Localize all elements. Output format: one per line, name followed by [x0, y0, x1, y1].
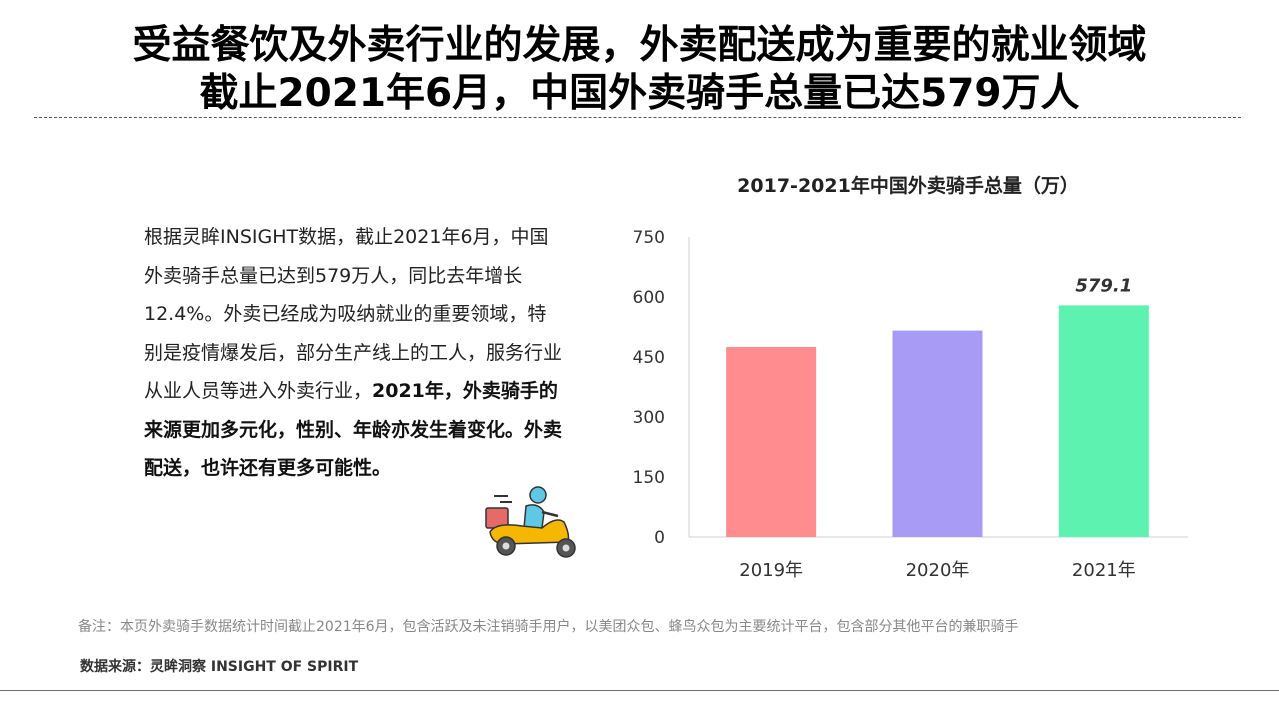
- y-tick-label: 600: [633, 288, 665, 308]
- data-label: 579.1: [1075, 275, 1132, 296]
- data-labels: 579.1: [1075, 275, 1132, 296]
- x-tick-label: 2019年: [739, 560, 803, 581]
- footnote: 备注：本页外卖骑手数据统计时间截止2021年6月，包含活跃及未注销骑手用户，以美…: [78, 619, 1019, 635]
- y-axis: 0 150 300 450 600 750: [633, 228, 665, 548]
- data-source: 数据来源：灵眸洞察 INSIGHT OF SPIRIT: [80, 659, 359, 675]
- description-bold: 2021年，外卖骑手的来源更加多元化，性别、年龄亦发生着变化。外卖配送，也许还有…: [144, 380, 563, 479]
- bar: [726, 347, 817, 537]
- bar: [1058, 305, 1149, 537]
- bar: [892, 330, 983, 537]
- bottom-rule: [0, 690, 1279, 691]
- bars: [726, 305, 1149, 537]
- title-line-1: 受益餐饮及外卖行业的发展，外卖配送成为重要的就业领域: [132, 23, 1147, 68]
- title-divider: [34, 117, 1241, 118]
- x-axis: 2019年 2020年 2021年: [739, 560, 1135, 581]
- delivery-scooter-icon: [485, 486, 576, 558]
- y-tick-label: 750: [633, 228, 665, 248]
- description-normal: 根据灵眸INSIGHT数据，截止2021年6月，中国外卖骑手总量已达到579万人…: [144, 226, 563, 402]
- y-tick-label: 450: [633, 348, 665, 368]
- y-tick-label: 150: [633, 468, 665, 488]
- y-tick-label: 300: [633, 408, 665, 428]
- description-paragraph: 根据灵眸INSIGHT数据，截止2021年6月，中国外卖骑手总量已达到579万人…: [144, 218, 564, 488]
- x-tick-label: 2021年: [1072, 560, 1136, 581]
- y-tick-label: 0: [654, 528, 665, 548]
- title-line-2: 截止2021年6月，中国外卖骑手总量已达579万人: [199, 71, 1080, 116]
- chart-title: 2017-2021年中国外卖骑手总量（万）: [737, 174, 1079, 197]
- rider-count-bar-chart: 2017-2021年中国外卖骑手总量（万） 0 150 300 450 600 750 2…: [633, 174, 1188, 581]
- x-tick-label: 2020年: [906, 560, 970, 581]
- page-title: 受益餐饮及外卖行业的发展，外卖配送成为重要的就业领域 截止2021年6月，中国外…: [0, 22, 1279, 118]
